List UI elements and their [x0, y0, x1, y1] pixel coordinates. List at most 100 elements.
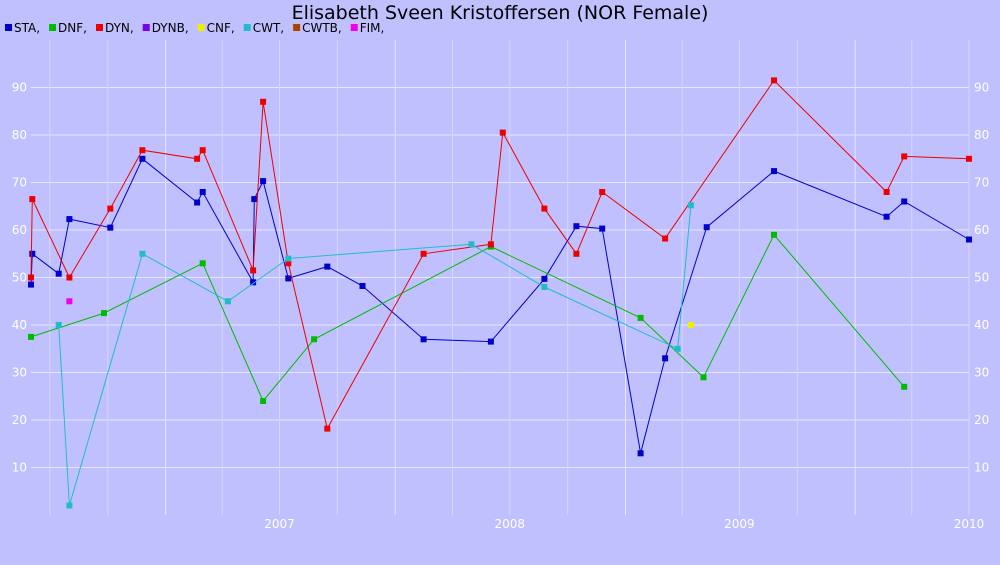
data-point-sta	[420, 336, 427, 343]
data-point-dyn	[199, 147, 206, 154]
y-tick-label-right: 70	[974, 176, 989, 190]
legend-swatch-cnf	[197, 24, 205, 31]
data-point-dyn	[250, 267, 257, 274]
data-point-sta	[637, 450, 644, 457]
series-cwt	[55, 202, 694, 509]
data-point-dyn	[966, 155, 972, 162]
data-point-dyn	[541, 205, 548, 212]
data-point-dyn	[487, 241, 494, 248]
data-point-sta	[250, 279, 257, 286]
y-axis-right: 10 20 30 40 50 60 70 80 90	[974, 81, 989, 475]
data-point-sta	[194, 199, 201, 206]
data-point-fim	[66, 298, 73, 305]
data-point-dnf	[199, 260, 206, 267]
legend-label-cwtb: CWTB,	[302, 21, 342, 35]
data-point-sta	[66, 216, 73, 223]
data-point-sta	[599, 225, 606, 232]
data-point-dyn	[499, 129, 506, 136]
data-point-sta	[28, 281, 34, 288]
data-point-sta	[199, 189, 206, 195]
data-point-sta	[107, 224, 114, 231]
legend-swatch-dyn	[95, 24, 103, 31]
legend-swatch-fim	[350, 24, 358, 31]
y-tick-label-left: 80	[12, 128, 27, 142]
y-tick-label-right: 80	[974, 128, 989, 142]
data-point-cwt	[687, 202, 694, 209]
data-point-dyn	[285, 260, 292, 267]
data-point-sta	[324, 263, 331, 270]
y-tick-label-right: 10	[974, 461, 989, 475]
y-tick-label-right: 30	[974, 366, 989, 380]
y-tick-label-left: 70	[12, 176, 27, 190]
data-point-dnf	[28, 333, 34, 340]
data-point-sta	[901, 198, 908, 205]
data-point-sta	[771, 168, 777, 175]
data-point-dyn	[139, 147, 146, 154]
data-point-cwt	[224, 298, 231, 305]
y-tick-label-left: 50	[12, 271, 27, 285]
data-point-sta	[260, 178, 267, 185]
legend-label-dnf: DNF,	[58, 21, 87, 35]
data-point-dyn	[194, 155, 201, 162]
legend: STA, DNF, DYN, DYNB, CNF, CWT, CWTB, FIM,	[5, 21, 384, 35]
series-dyn	[28, 77, 972, 432]
y-tick-label-left: 90	[12, 81, 27, 95]
data-point-dyn	[260, 98, 267, 105]
legend-label-sta: STA,	[14, 21, 40, 35]
data-point-sta	[966, 236, 972, 243]
series-layer	[28, 77, 972, 509]
series-line-sta	[30, 158, 970, 454]
data-point-dyn	[599, 189, 606, 195]
y-tick-label-left: 60	[12, 223, 27, 237]
x-axis: 2007 2008 2009 2010	[264, 517, 984, 531]
data-point-sta	[251, 196, 258, 203]
x-tick-label: 2007	[264, 517, 295, 531]
data-point-dyn	[420, 250, 427, 257]
series-cnf	[687, 322, 694, 328]
data-point-sta	[573, 223, 580, 230]
legend-swatch-dnf	[49, 24, 57, 31]
x-tick-label: 2008	[494, 517, 525, 531]
data-point-dnf	[311, 336, 318, 343]
data-point-dnf	[260, 398, 267, 404]
legend-label-fim: FIM,	[360, 21, 385, 35]
data-point-dnf	[101, 310, 107, 317]
y-tick-label-right: 20	[974, 413, 989, 427]
data-point-cwt	[541, 284, 548, 290]
legend-label-dynb: DYNB,	[152, 21, 189, 35]
y-tick-label-left: 10	[12, 461, 27, 475]
data-point-sta	[541, 275, 548, 282]
data-point-dyn	[28, 274, 34, 281]
y-tick-label-right: 90	[974, 81, 989, 95]
data-point-dnf	[771, 231, 777, 238]
data-point-dyn	[883, 189, 890, 195]
data-point-dyn	[573, 250, 580, 257]
data-point-sta	[285, 275, 292, 282]
grid	[31, 40, 970, 515]
y-tick-label-left: 40	[12, 318, 27, 332]
legend-label-dyn: DYN,	[105, 21, 134, 35]
data-point-sta	[359, 283, 366, 289]
data-point-cwt	[468, 241, 475, 248]
y-tick-label-left: 30	[12, 366, 27, 380]
data-point-sta	[29, 250, 36, 257]
legend-swatch-sta	[5, 24, 12, 31]
data-point-dyn	[901, 153, 908, 160]
data-point-sta	[55, 270, 62, 277]
y-tick-label-right: 50	[974, 271, 989, 285]
data-point-sta	[883, 213, 890, 220]
y-tick-label-right: 40	[974, 318, 989, 332]
data-point-sta	[139, 155, 146, 162]
data-point-dnf	[637, 314, 644, 321]
series-line-dyn	[30, 79, 970, 430]
legend-label-cwt: CWT,	[253, 21, 284, 35]
data-point-sta	[662, 355, 669, 362]
x-tick-label: 2010	[954, 517, 985, 531]
series-sta	[28, 155, 972, 457]
legend-swatch-dynb	[142, 24, 150, 31]
series-fim	[66, 298, 73, 305]
data-point-dyn	[771, 77, 777, 84]
data-point-sta	[487, 338, 494, 345]
